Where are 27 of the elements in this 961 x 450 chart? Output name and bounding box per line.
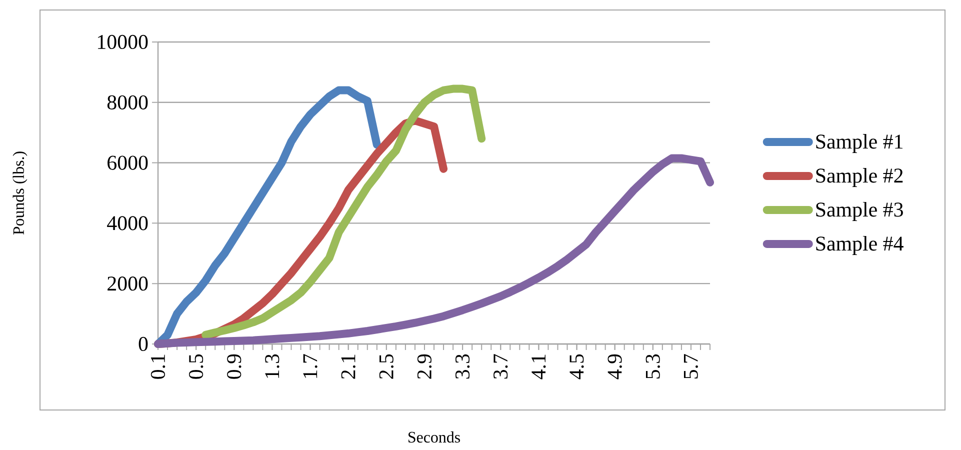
x-tick-label: 3.7 bbox=[494, 354, 508, 379]
y-tick-label: 10000 bbox=[98, 34, 148, 50]
x-tick-label: 4.1 bbox=[532, 354, 546, 380]
x-tick-label: 2.1 bbox=[341, 354, 356, 379]
x-axis-title: Seconds bbox=[408, 431, 460, 443]
x-tick-label: 1.7 bbox=[303, 354, 318, 378]
x-tick-label: 5.7 bbox=[684, 354, 698, 378]
y-tick-label: 6000 bbox=[108, 156, 148, 170]
x-tick-label: 0.9 bbox=[227, 354, 242, 379]
y-tick-label: 0 bbox=[138, 336, 148, 352]
x-tick-label: 2.5 bbox=[379, 354, 394, 379]
legend-label: Sample #1 bbox=[816, 134, 903, 153]
x-tick-label: 0.1 bbox=[150, 354, 166, 379]
y-tick-label: 8000 bbox=[107, 95, 148, 110]
y-tick-label: 2000 bbox=[108, 276, 148, 291]
legend-label: Sample #3 bbox=[816, 202, 903, 221]
x-tick-label: 1.3 bbox=[265, 354, 280, 378]
x-tick-label: 4.5 bbox=[570, 354, 584, 380]
legend-label: Sample #4 bbox=[816, 236, 904, 255]
x-tick-label: 5.3 bbox=[646, 354, 660, 378]
x-tick-label: 0.5 bbox=[188, 354, 204, 379]
x-tick-label: 4.9 bbox=[608, 354, 622, 380]
y-axis-title: Pounds (lbs.) bbox=[12, 152, 28, 235]
x-tick-label: 2.9 bbox=[417, 354, 432, 379]
y-tick-label: 4000 bbox=[107, 216, 148, 230]
legend-label: Sample #2 bbox=[816, 168, 903, 187]
x-tick-label: 3.3 bbox=[455, 354, 470, 379]
